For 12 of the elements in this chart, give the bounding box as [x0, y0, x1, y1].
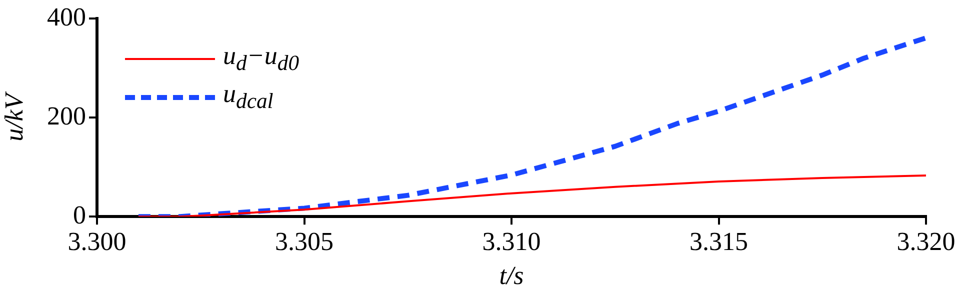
- x-tick-label: 3.300: [68, 227, 126, 256]
- y-tick-label: 400: [47, 2, 86, 32]
- x-tick-label: 3.310: [482, 227, 541, 256]
- x-tick-label: 3.305: [275, 227, 334, 256]
- x-tick-label: 3.320: [896, 227, 956, 256]
- x-tick-label: 3.315: [690, 227, 748, 256]
- y-tick-label: 200: [47, 101, 86, 130]
- y-tick-label: 0: [73, 200, 86, 230]
- x-axis-title: t/s: [499, 261, 524, 290]
- legend-label: u$_{dcal}$: [223, 79, 274, 115]
- y-axis-title: u/kV: [0, 90, 28, 142]
- legend-label: u$_{d}$−u$_{d0}$: [223, 41, 300, 77]
